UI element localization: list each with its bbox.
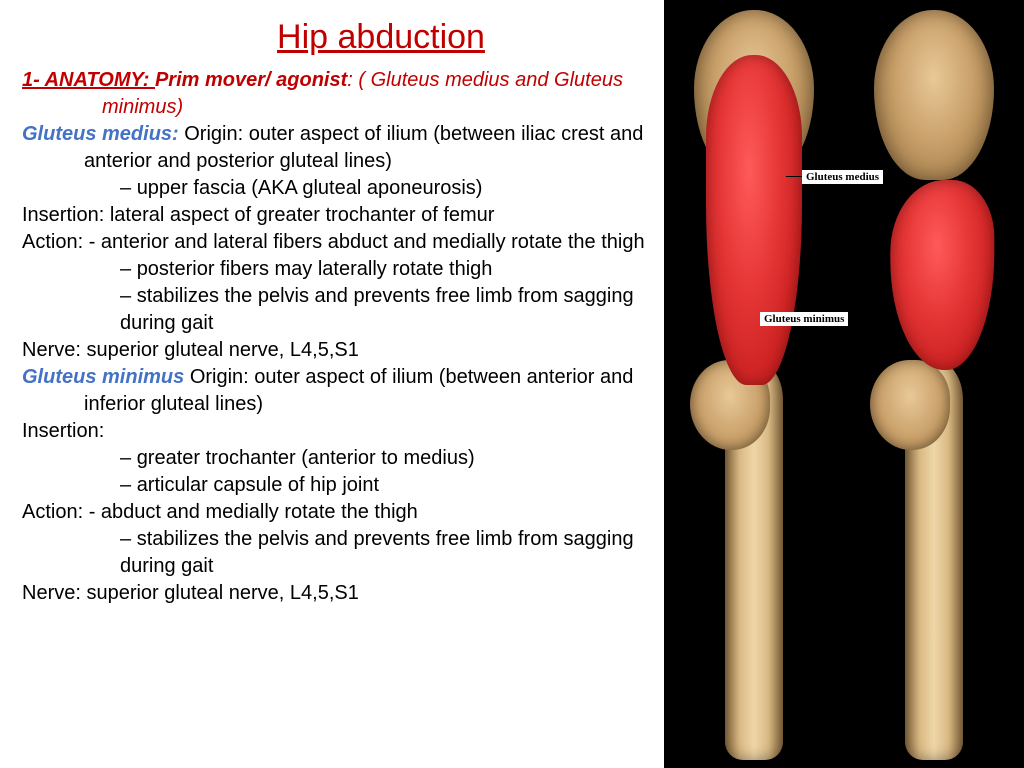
ilium-shape bbox=[874, 10, 994, 180]
content-body: 1- ANATOMY: Prim mover/ agonist: ( Glute… bbox=[22, 67, 660, 607]
hip-view-right: Gluteus medius Gluteus minimus bbox=[844, 0, 1024, 768]
medius-insertion: Insertion: lateral aspect of greater tro… bbox=[22, 202, 660, 229]
minimus-origin: Gluteus minimus Origin: outer aspect of … bbox=[22, 364, 660, 418]
gluteus-medius-shape bbox=[706, 55, 802, 385]
medius-action-bullet-1: posterior fibers may laterally rotate th… bbox=[22, 256, 660, 283]
medius-action-bullet-2: stabilizes the pelvis and prevents free … bbox=[22, 283, 660, 337]
medius-nerve: Nerve: superior gluteal nerve, L4,5,S1 bbox=[22, 337, 660, 364]
hip-view-left bbox=[664, 0, 844, 768]
gluteus-minimus-shape bbox=[890, 180, 994, 370]
slide-title: Hip abduction bbox=[102, 18, 660, 57]
section-label: 1- ANATOMY: bbox=[22, 69, 155, 91]
minimus-insertion-bullet-2: articular capsule of hip joint bbox=[22, 472, 660, 499]
minimus-action-bullet-1: stabilizes the pelvis and prevents free … bbox=[22, 526, 660, 580]
minimus-insertion-bullet-1: greater trochanter (anterior to medius) bbox=[22, 445, 660, 472]
minimus-action: Action: - abduct and medially rotate the… bbox=[22, 499, 660, 526]
minimus-insertion-label: Insertion: bbox=[22, 418, 660, 445]
prim-mover-label: Prim mover/ agonist bbox=[155, 69, 347, 91]
diagram-label-medius: Gluteus medius bbox=[802, 170, 883, 184]
diagram-label-minimus: Gluteus minimus bbox=[760, 312, 848, 326]
minimus-name: Gluteus minimus bbox=[22, 366, 190, 388]
medius-name: Gluteus medius: bbox=[22, 123, 184, 145]
medius-origin-bullet: upper fascia (AKA gluteal aponeurosis) bbox=[22, 175, 660, 202]
anatomy-header-line: 1- ANATOMY: Prim mover/ agonist: ( Glute… bbox=[22, 67, 660, 121]
medius-origin: Gluteus medius: Origin: outer aspect of … bbox=[22, 121, 660, 175]
anatomy-diagram: Gluteus medius Gluteus minimus bbox=[664, 0, 1024, 768]
minimus-nerve: Nerve: superior gluteal nerve, L4,5,S1 bbox=[22, 580, 660, 607]
text-column: Hip abduction 1- ANATOMY: Prim mover/ ag… bbox=[0, 0, 660, 768]
trochanter-shape bbox=[870, 360, 950, 450]
slide: Hip abduction 1- ANATOMY: Prim mover/ ag… bbox=[0, 0, 1024, 768]
medius-action: Action: - anterior and lateral fibers ab… bbox=[22, 229, 660, 256]
